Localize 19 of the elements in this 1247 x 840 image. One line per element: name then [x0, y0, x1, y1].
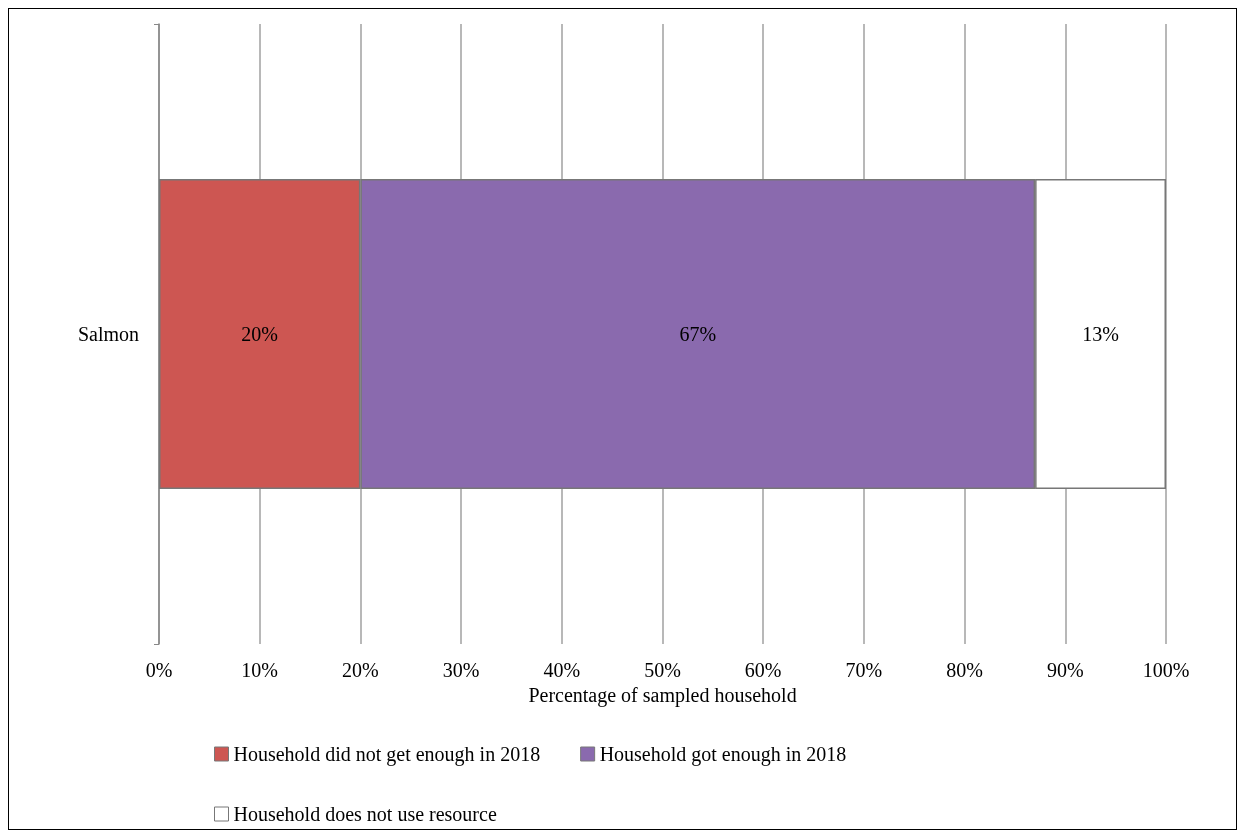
x-tick-label: 100%: [1142, 659, 1190, 681]
x-tick-label: 30%: [442, 659, 480, 681]
x-tick-label: 80%: [946, 659, 983, 681]
x-tick-label: 50%: [644, 659, 681, 681]
x-tick-label: 60%: [744, 659, 782, 681]
x-tick-label: 70%: [845, 659, 883, 681]
legend-label: Household did not get enough in 2018: [233, 743, 541, 766]
data-label: 13%: [1082, 323, 1119, 345]
data-label: 67%: [679, 323, 717, 345]
x-tick-label: 0%: [145, 659, 173, 681]
x-tick-label: 90%: [1046, 659, 1084, 681]
x-tick-label: 10%: [241, 659, 279, 681]
data-label: 20%: [241, 323, 279, 345]
x-tick-label: 40%: [543, 659, 581, 681]
x-tick-label: 20%: [342, 659, 379, 681]
legend-label: Household does not use resource: [233, 803, 497, 825]
legend-label: Household got enough in 2018: [599, 743, 847, 766]
y-tick-label: Salmon: [77, 323, 139, 345]
x-axis-title: Percentage of sampled household: [528, 683, 797, 707]
